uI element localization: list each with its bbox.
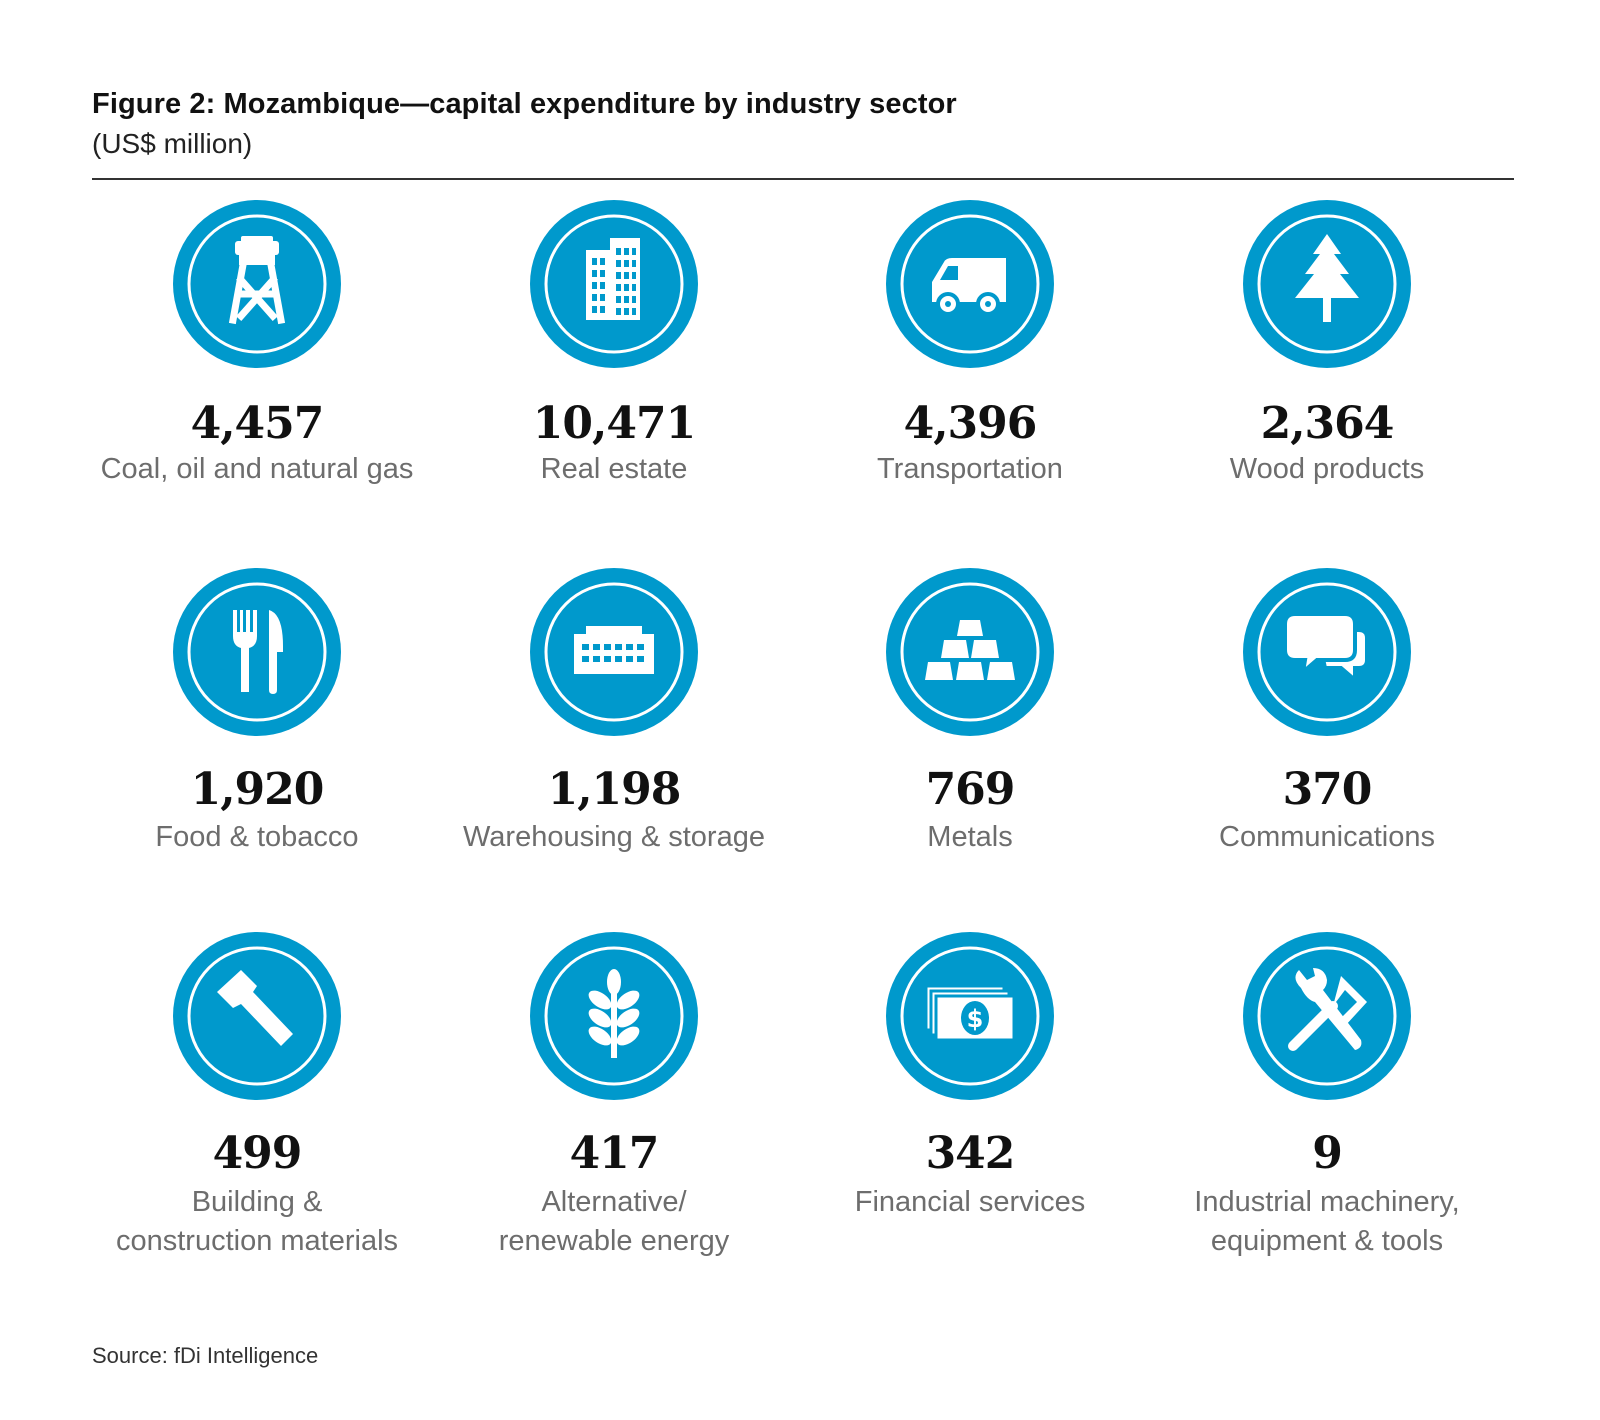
sector-value: 9 [1312,1128,1343,1179]
warehouse-icon [528,566,700,738]
sector-value: 2,364 [1260,398,1395,449]
sector-label: Alternative/ renewable energy [498,1186,730,1257]
sector-label: Industrial machinery, equipment & tools [1194,1186,1460,1257]
sector-value: 1,920 [190,764,325,815]
sector-value: 769 [925,764,1016,815]
sector-value: 4,396 [903,398,1038,449]
tree-icon [1241,198,1413,370]
sector-label: Wood products [1229,453,1425,485]
wheat-icon [528,930,700,1102]
sector-label: Financial services [854,1186,1086,1218]
figure-subtitle: (US$ million) [92,128,253,159]
sector-value: 499 [212,1128,303,1179]
sector-label: Coal, oil and natural gas [100,453,414,485]
svg-text:$: $ [967,1005,984,1033]
fork-knife-icon [171,566,343,738]
sector-label: Real estate [540,453,688,485]
sector-value: 342 [925,1128,1016,1179]
building-icon [528,198,700,370]
sector-value: 4,457 [190,398,325,449]
sector-label: Warehousing & storage [463,821,765,853]
sector-label: Transportation [877,453,1063,485]
sector-label: Food & tobacco [155,821,359,853]
sector-label: Metals [927,821,1013,853]
money-icon: $ [884,930,1056,1102]
sector-value: 417 [569,1128,660,1179]
source-note: Source: fDi Intelligence [92,1343,319,1368]
tools-icon [1241,930,1413,1102]
hammer-icon [171,930,343,1102]
sector-value: 370 [1282,764,1373,815]
title-divider [92,178,1514,180]
truck-icon [884,198,1056,370]
speech-bubbles-icon [1241,566,1413,738]
oil-derrick-icon [171,198,343,370]
sector-value: 10,471 [532,398,696,449]
sector-label: Communications [1219,821,1435,853]
sector-value: 1,198 [547,764,682,815]
gold-bars-icon [884,566,1056,738]
sector-label: Building & construction materials [115,1186,399,1257]
figure-title: Figure 2: Mozambique—capital expenditure… [92,88,957,120]
